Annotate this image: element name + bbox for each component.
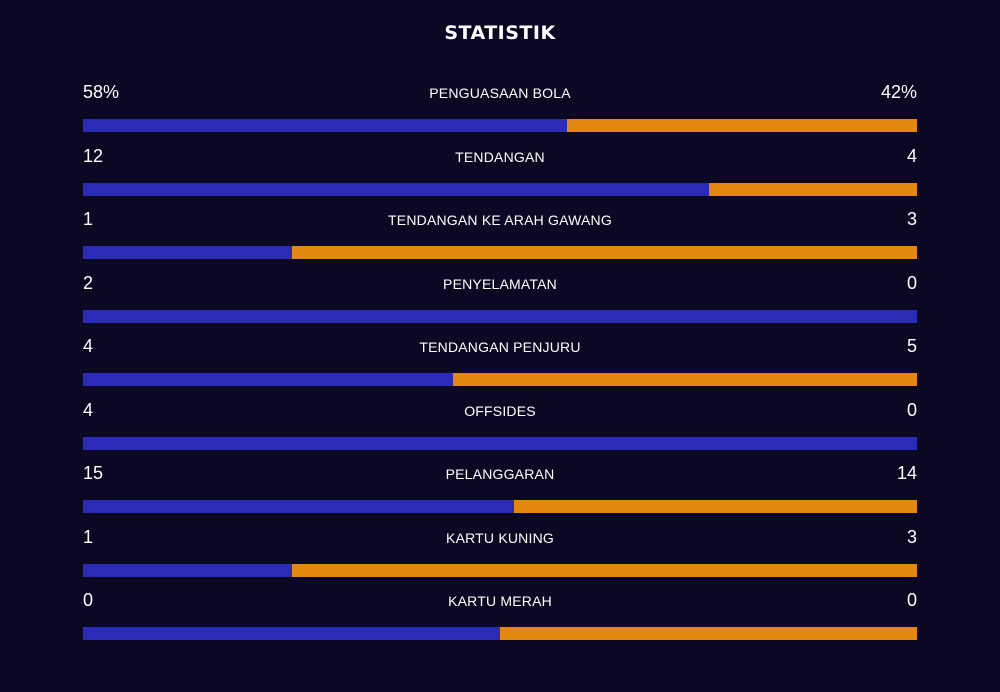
stat-home-value: 1 — [83, 209, 94, 229]
stat-row-yellow-cards: 1 KARTU KUNING 3 — [83, 525, 917, 589]
stat-row-red-cards: 0 KARTU MERAH 0 — [83, 588, 917, 652]
stat-away-value: 0 — [906, 272, 917, 293]
stat-home-value: 15 — [83, 463, 104, 483]
stat-label: KARTU KUNING — [446, 529, 554, 546]
stat-bar-away — [514, 500, 917, 513]
stat-bar-away — [291, 246, 917, 259]
stat-bar — [83, 246, 917, 259]
stats-title: STATISTIK — [444, 22, 556, 44]
stat-home-value: 12 — [83, 145, 104, 166]
stat-bar — [83, 627, 917, 640]
stat-row-shots: 12 TENDANGAN 4 — [83, 144, 917, 208]
stat-home-value: 1 — [83, 526, 94, 547]
stat-bar-home — [83, 182, 709, 196]
stat-row-shots-on-target: 1 TENDANGAN KE ARAH GAWANG 3 — [83, 207, 917, 271]
stat-bar-home — [83, 246, 292, 259]
stat-bar-home — [83, 119, 567, 132]
stat-bar-home — [83, 309, 917, 323]
stat-label: PENYELAMATAN — [443, 275, 557, 292]
stat-bar-home — [83, 563, 292, 577]
stat-label: OFFSIDES — [464, 402, 536, 419]
stat-bar — [83, 436, 917, 450]
stat-away-value: 4 — [906, 145, 917, 166]
stat-row-saves: 2 PENYELAMATAN 0 — [83, 271, 917, 335]
stat-away-value: 42% — [880, 82, 917, 102]
stat-bar-away — [453, 373, 917, 386]
stat-bar-away — [500, 627, 917, 640]
stat-away-value: 0 — [906, 399, 917, 420]
stat-row-fouls: 15 PELANGGARAN 14 — [83, 461, 917, 525]
stat-home-value: 0 — [83, 590, 94, 610]
stat-row-corners: 4 TENDANGAN PENJURU 5 — [83, 334, 917, 398]
stat-bar-home — [83, 373, 454, 386]
stat-bar-away — [566, 119, 917, 132]
stat-bar-away — [291, 563, 917, 577]
stat-label: TENDANGAN KE ARAH GAWANG — [388, 212, 612, 228]
stat-label: PELANGGARAN — [445, 466, 555, 482]
stat-bar-away — [708, 182, 917, 196]
stat-label: KARTU MERAH — [448, 593, 552, 609]
stats-list: 58% PENGUASAAN BOLA 42% 12 TENDANGAN 4 1… — [83, 80, 917, 652]
stat-bar — [83, 309, 917, 323]
stat-bar — [83, 119, 917, 132]
stat-label: TENDANGAN — [455, 148, 545, 165]
stat-home-value: 4 — [83, 399, 94, 420]
stat-home-value: 58% — [83, 82, 120, 102]
stat-bar — [83, 182, 917, 196]
stat-bar — [83, 563, 917, 577]
stat-label: TENDANGAN PENJURU — [419, 339, 581, 355]
stat-bar-home — [83, 436, 917, 450]
stat-away-value: 3 — [906, 526, 917, 547]
stat-bar — [83, 500, 917, 513]
stat-bar-home — [83, 500, 515, 513]
stat-bar — [83, 373, 917, 386]
stat-label: PENGUASAAN BOLA — [429, 85, 571, 101]
stat-bar-home — [83, 627, 500, 640]
stat-home-value: 2 — [83, 272, 94, 293]
stat-away-value: 3 — [906, 209, 917, 229]
stat-away-value: 14 — [896, 463, 917, 483]
stat-row-offsides: 4 OFFSIDES 0 — [83, 398, 917, 462]
stat-away-value: 0 — [906, 590, 917, 610]
stat-away-value: 5 — [906, 336, 917, 356]
stat-row-possession: 58% PENGUASAAN BOLA 42% — [83, 80, 917, 144]
stat-home-value: 4 — [83, 336, 94, 356]
